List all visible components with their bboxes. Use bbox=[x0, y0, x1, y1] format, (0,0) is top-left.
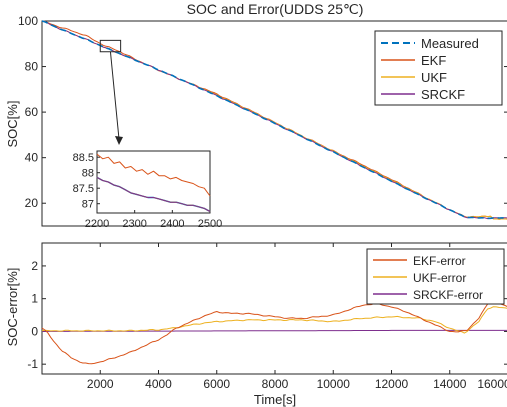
x-tick-label: 14000 bbox=[433, 377, 467, 391]
series-line-measured bbox=[41, 20, 507, 220]
legend-label-srckf-error: SRCKF-error bbox=[413, 288, 483, 302]
y-tick-label: -1 bbox=[27, 357, 38, 371]
legend-label-ekf-error: EKF-error bbox=[413, 254, 466, 268]
chart-title: SOC and Error(UDDS 25℃) bbox=[187, 1, 364, 17]
legend-label-measured: Measured bbox=[421, 36, 479, 51]
inset-y-tick-label: 88.5 bbox=[73, 152, 94, 164]
error-axes: SOC-error[%] Time[s] -1 0 1 2 2000 4000 6000 80… bbox=[5, 242, 507, 407]
inset-line-ekf bbox=[96, 153, 211, 197]
legend: Measured EKF UKF SRCKF bbox=[374, 30, 503, 106]
series-lines bbox=[41, 299, 507, 365]
inset-x-tick-label: 2500 bbox=[198, 218, 222, 230]
arrow-head-icon bbox=[115, 136, 123, 145]
y-tick-label: 1 bbox=[31, 292, 38, 306]
inset-plot-area bbox=[96, 150, 211, 214]
y-tick-label: 20 bbox=[25, 196, 39, 210]
series-line-ekf-error bbox=[41, 299, 507, 365]
x-tick-label: 10000 bbox=[317, 377, 351, 391]
x-tick-label: 6000 bbox=[203, 377, 230, 391]
inset-y-tick-label: 88 bbox=[82, 168, 94, 180]
legend-label-ukf-error: UKF-error bbox=[413, 271, 466, 285]
y-tick-label: 60 bbox=[25, 105, 39, 119]
y-tick-label: 2 bbox=[31, 259, 38, 273]
inset-x-tick-label: 2400 bbox=[160, 218, 184, 230]
inset-axes: 87 87.5 88 88.5 2200 2300 2400 2500 bbox=[73, 150, 223, 230]
legend: EKF-error UKF-error SRCKF-error bbox=[366, 248, 505, 305]
series-line-ukf-error bbox=[41, 306, 507, 334]
zoom-arrow bbox=[109, 51, 120, 140]
y-axis-label: SOC-error[%] bbox=[5, 268, 20, 347]
x-axis-label: Time[s] bbox=[254, 392, 296, 407]
y-tick-label: 40 bbox=[25, 151, 39, 165]
inset-ticks: 87 87.5 88 88.5 2200 2300 2400 2500 bbox=[73, 152, 223, 230]
legend-label-ukf: UKF bbox=[421, 70, 447, 85]
y-tick-label: 0 bbox=[31, 324, 38, 338]
legend-label-srckf: SRCKF bbox=[421, 87, 465, 102]
inset-y-tick-label: 87 bbox=[82, 199, 94, 211]
y-axis-label: SOC[%] bbox=[5, 101, 20, 148]
zoom-indicator bbox=[99, 39, 123, 145]
y-ticks: 20 40 60 80 100 bbox=[18, 14, 507, 210]
inset-series-lines bbox=[96, 153, 211, 213]
x-tick-label: 4000 bbox=[145, 377, 172, 391]
x-tick-label: 12000 bbox=[375, 377, 409, 391]
x-tick-label: 2000 bbox=[87, 377, 114, 391]
x-tick-label: 16000 bbox=[477, 377, 507, 391]
y-tick-label: 100 bbox=[18, 14, 38, 28]
legend-label-ekf: EKF bbox=[421, 53, 446, 68]
inset-x-tick-label: 2200 bbox=[85, 218, 109, 230]
y-tick-label: 80 bbox=[25, 60, 39, 74]
x-tick-label: 8000 bbox=[262, 377, 289, 391]
axis-ticks: -1 0 1 2 2000 4000 6000 8000 10000 12000 14000 1600… bbox=[27, 243, 507, 391]
inset-line-srckf bbox=[96, 176, 211, 212]
inset-x-tick-label: 2300 bbox=[122, 218, 146, 230]
inset-y-tick-label: 87.5 bbox=[73, 183, 94, 195]
